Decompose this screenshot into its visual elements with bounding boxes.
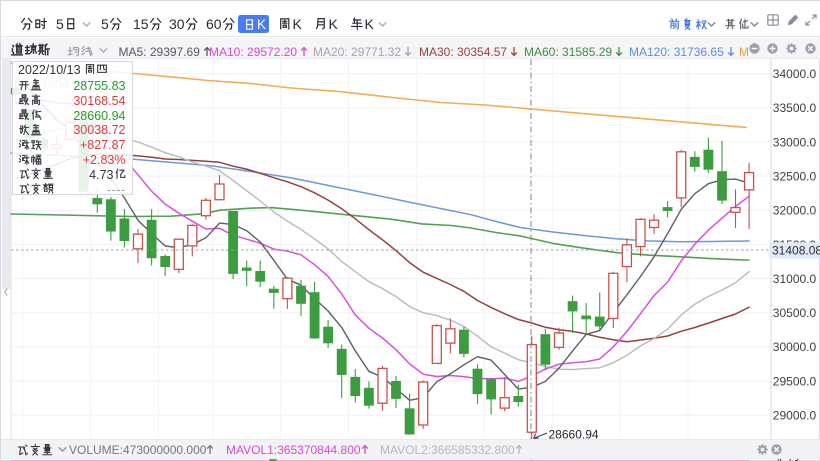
svg-text:30500.0: 30500.0 xyxy=(773,306,817,320)
svg-text:28660.94: 28660.94 xyxy=(549,427,599,441)
svg-text:29500.0: 29500.0 xyxy=(773,374,817,388)
svg-text:31000.0: 31000.0 xyxy=(773,272,817,286)
svg-text:33500.0: 33500.0 xyxy=(773,101,817,115)
svg-text:32500.0: 32500.0 xyxy=(773,170,817,184)
svg-text:31408.08: 31408.08 xyxy=(772,243,820,257)
svg-text:34000.0: 34000.0 xyxy=(773,67,817,81)
svg-text:30000.0: 30000.0 xyxy=(773,340,817,354)
svg-text:29000.0: 29000.0 xyxy=(773,409,817,423)
svg-text:32000.0: 32000.0 xyxy=(773,204,817,218)
svg-text:33000.0: 33000.0 xyxy=(773,135,817,149)
